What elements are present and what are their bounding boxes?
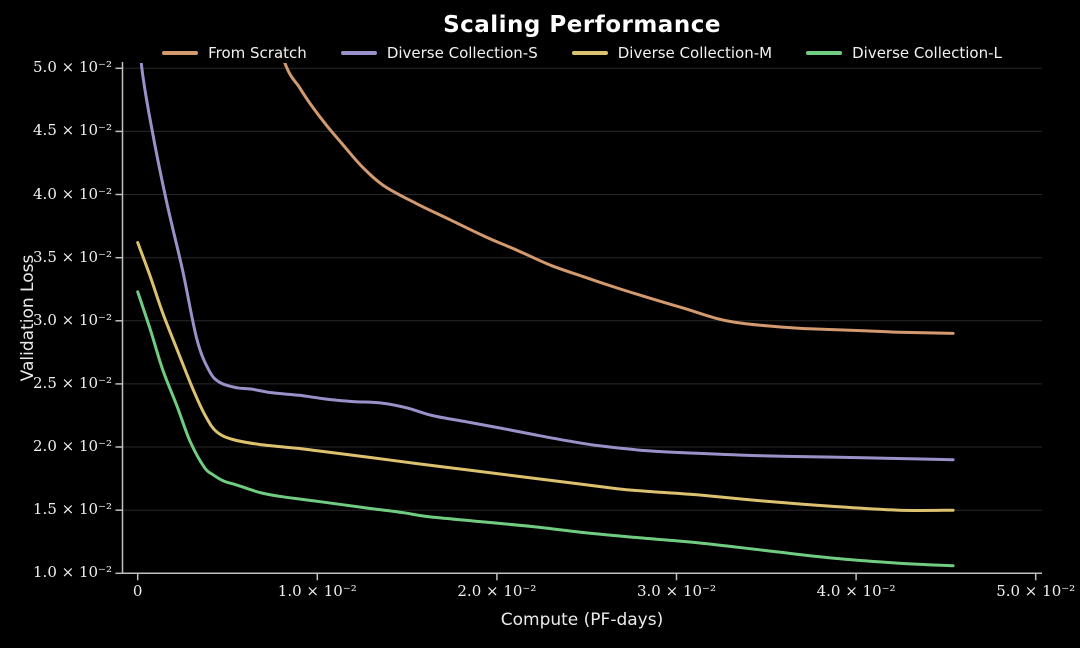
x-tick-label: 1.0 × 10⁻² <box>277 582 357 600</box>
curve-diverse-collection-l <box>136 290 955 568</box>
y-tick-label: 4.5 × 10⁻² <box>33 121 112 140</box>
legend-item-diverse-collection-m: Diverse Collection-M <box>571 44 773 62</box>
chart-title: Scaling Performance <box>443 12 721 38</box>
legend-label: Diverse Collection-M <box>617 44 773 62</box>
y-tick-label: 5.0 × 10⁻² <box>33 58 112 77</box>
legend: From Scratch Diverse Collection-S Diverse … <box>122 44 1042 62</box>
y-tick-label: 2.5 × 10⁻² <box>33 373 112 392</box>
x-tick-label: 2.0 × 10⁻² <box>457 582 537 600</box>
curve-diverse-collection-s <box>139 63 955 462</box>
x-tick-label: 0 <box>132 582 143 600</box>
curve-from-scratch <box>283 63 955 335</box>
x-tick-label: 3.0 × 10⁻² <box>637 582 716 600</box>
y-tick-label: 3.5 × 10⁻² <box>33 247 112 266</box>
legend-item-diverse-collection-l: Diverse Collection-L <box>806 44 1002 62</box>
x-tick-label: 5.0 × 10⁻² <box>996 582 1076 600</box>
legend-label: Diverse Collection-S <box>386 44 538 62</box>
y-tick-label: 2.0 × 10⁻² <box>33 437 112 456</box>
legend-item-from-scratch: From Scratch <box>162 44 307 62</box>
legend-line-swatch <box>571 51 608 55</box>
y-tick-label: 3.0 × 10⁻² <box>33 310 112 329</box>
legend-line-swatch <box>162 51 199 55</box>
x-tick-label: 4.0 × 10⁻² <box>816 582 896 600</box>
y-tick-label: 4.0 × 10⁻² <box>33 184 112 203</box>
x-axis-title: Compute (PF-days) <box>500 610 664 630</box>
y-tick-label: 1.5 × 10⁻² <box>33 500 112 519</box>
legend-item-diverse-collection-s: Diverse Collection-S <box>340 44 538 62</box>
legend-label: Diverse Collection-L <box>852 44 1002 62</box>
y-tick-label: 1.0 × 10⁻² <box>33 563 112 582</box>
legend-line-swatch <box>806 51 843 55</box>
legend-label: From Scratch <box>208 44 307 62</box>
legend-line-swatch <box>340 51 377 55</box>
curve-diverse-collection-m <box>136 241 955 512</box>
